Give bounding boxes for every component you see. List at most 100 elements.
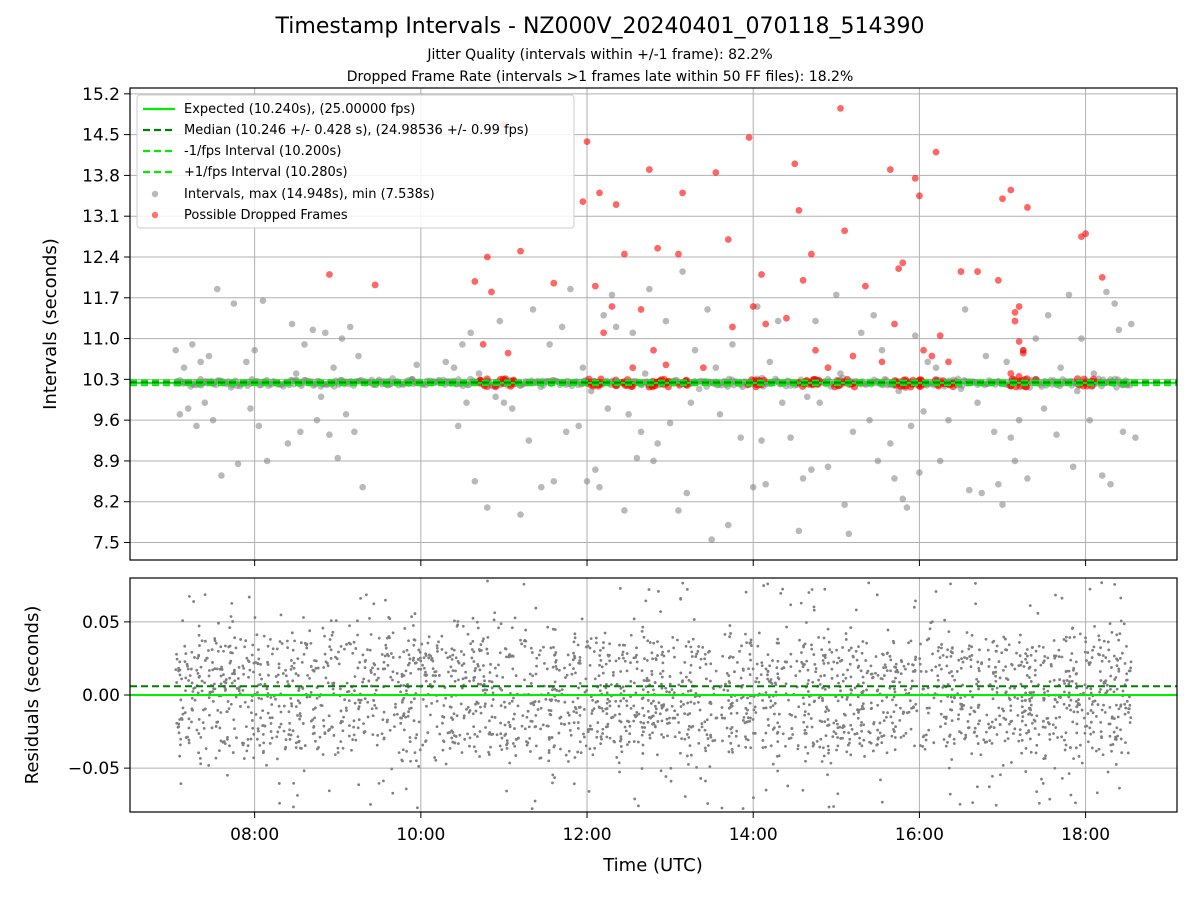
residual-point [832,805,836,808]
residual-point [510,626,514,630]
residual-point [406,683,409,686]
residual-point [1090,746,1094,750]
residual-point [643,657,646,661]
residual-point [642,679,646,682]
residual-point [203,639,207,643]
residual-point [821,654,825,657]
residual-point [1115,633,1119,637]
residual-point [665,690,669,694]
residual-point [1083,650,1087,654]
residual-point [1037,801,1041,805]
residual-point [281,672,285,675]
residual-point [343,647,346,651]
residual-point [990,720,994,724]
intervals-y-axis-label: Intervals (seconds) [40,238,61,410]
residual-point [352,733,356,737]
residual-point [542,645,545,649]
residual-point [177,722,181,726]
residual-point [944,744,948,748]
residual-point [790,713,794,717]
residual-point [1089,691,1093,695]
residual-point [790,727,794,731]
residual-point [622,689,626,693]
residual-point [977,687,980,691]
residual-point [256,691,259,694]
residual-point [761,739,765,742]
residual-point [1127,711,1130,714]
residual-point [846,668,849,672]
residual-point [882,674,886,677]
residual-point [976,660,980,664]
residual-point [994,718,998,721]
residual-point [270,736,274,740]
residual-point [186,667,190,671]
residual-point [930,668,934,672]
residual-point [380,653,384,656]
residual-point [891,721,894,725]
residual-point [730,725,734,729]
residual-point [529,646,533,650]
residual-point [382,660,386,664]
residual-point [950,758,954,761]
residual-point [491,698,495,701]
residual-point [470,656,474,660]
interval-point [695,385,703,393]
interval-point [650,457,657,465]
residual-point [389,675,393,679]
residual-point [1062,679,1066,683]
residual-point [266,660,269,664]
residual-point [232,668,236,672]
residual-point [690,650,694,654]
residual-point [210,726,214,730]
residual-point [665,717,669,721]
residual-point [818,682,822,686]
residual-point [232,670,236,674]
residual-point [686,689,690,693]
residual-point [841,736,844,740]
residual-point [629,633,633,637]
residual-point [645,659,649,662]
residual-point [835,722,839,726]
residual-point [451,718,455,721]
residual-point [709,679,712,683]
residual-point [422,666,426,670]
residual-point [524,628,528,632]
interval-point [633,454,641,462]
residual-point [809,717,813,720]
residual-point [204,747,208,751]
interval-point [1107,480,1114,488]
residual-point [189,667,193,671]
residual-point [1101,753,1105,757]
residual-point [354,738,358,742]
residual-point [967,644,971,648]
residual-point [391,656,395,659]
residual-point [1029,750,1033,754]
residual-point [591,753,595,757]
residual-point [1055,700,1059,704]
residual-point [1119,737,1123,741]
residual-point [375,678,379,682]
residual-point [191,690,195,693]
residual-point [1096,703,1100,706]
residual-point [976,742,980,745]
residual-point [505,743,508,747]
residual-point [296,793,299,797]
residual-point [1123,702,1127,706]
residual-point [410,615,414,619]
residual-point [1020,719,1024,723]
residual-point [964,733,968,737]
residual-point [507,720,511,724]
residual-point [233,727,236,731]
residual-point [351,738,355,742]
residual-point [184,689,187,693]
residual-point [257,657,261,661]
residual-point [531,701,535,705]
residual-point [608,700,612,703]
residual-point [654,658,658,662]
residual-point [290,704,294,708]
residual-point [484,726,487,729]
dropped-frame-point [886,166,894,173]
residual-point [242,666,246,670]
residual-point [449,674,453,678]
residual-point [984,637,988,641]
